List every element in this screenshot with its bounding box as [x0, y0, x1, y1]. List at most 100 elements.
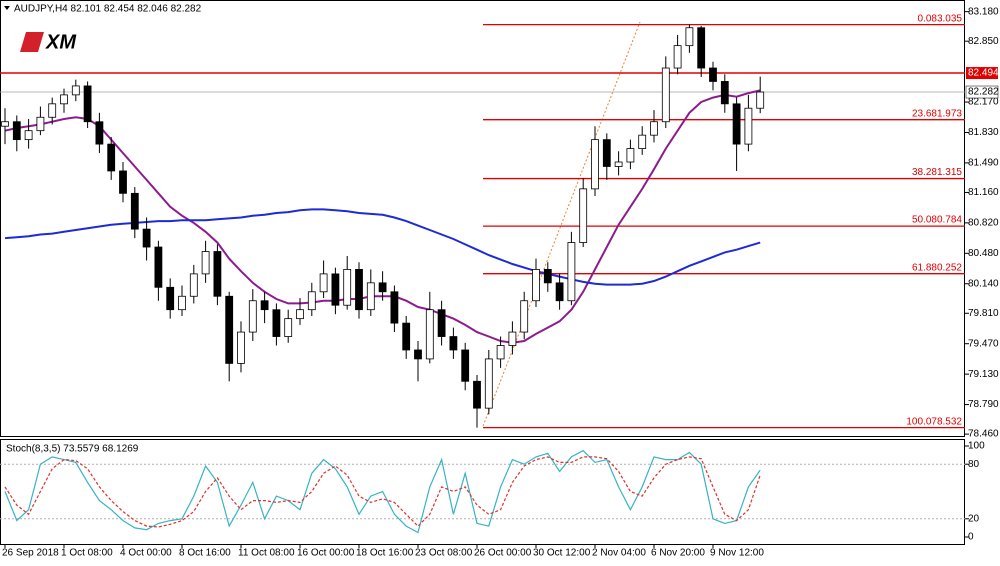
y-tick-label: 82.170 [968, 97, 999, 108]
fib-label: 38.281.315 [912, 167, 962, 178]
y-tick-label: 79.470 [968, 338, 999, 349]
candle-body [473, 380, 481, 409]
candle-body [673, 45, 682, 69]
candle-body [484, 358, 493, 409]
title-arrow [4, 6, 10, 10]
candle-body [638, 134, 647, 149]
y-tick-label: 80.140 [968, 278, 999, 289]
candle-body [543, 269, 552, 284]
candle-body [602, 139, 611, 167]
logo-mark [20, 32, 44, 52]
candle-body [437, 309, 446, 337]
candle-body [425, 309, 434, 360]
candle-body [685, 27, 694, 47]
y-tick-label: 80 [968, 459, 980, 470]
candle-body [284, 318, 293, 337]
candle-body [201, 251, 210, 275]
y-tick-label: 81.490 [968, 158, 999, 169]
candle-body [24, 130, 33, 141]
y-tick-label: 78.460 [968, 429, 999, 440]
candle-body [355, 269, 363, 311]
price-panel [0, 0, 965, 437]
y-tick-label: 100 [968, 441, 985, 452]
logo-text: XM [45, 31, 77, 53]
candle-body [319, 273, 328, 293]
candle-body [154, 246, 163, 288]
x-tick-label: 23 Oct 08:00 [415, 548, 473, 559]
y-tick-label: 78.790 [968, 399, 999, 410]
x-tick-label: 30 Oct 12:00 [533, 548, 591, 559]
candle-body [732, 103, 741, 145]
candle-body [532, 269, 540, 302]
candle-body [107, 143, 116, 172]
candle-body [720, 81, 729, 105]
chart-title: AUDJPY,H4 82.101 82.454 82.046 82.282 [14, 4, 202, 15]
candle-body [296, 309, 304, 320]
y-tick-label: 82.850 [968, 36, 999, 47]
x-tick-label: 8 Oct 16:00 [179, 548, 231, 559]
candle-body [520, 300, 529, 333]
y-tick-label: 0 [968, 532, 974, 543]
candle-body [591, 139, 599, 190]
candle-body [48, 103, 57, 118]
fib-label: 61.880.252 [912, 262, 962, 273]
candle-body [378, 282, 387, 293]
price-label: 82.494 [968, 68, 999, 79]
x-tick-label: 1 Oct 08:00 [61, 548, 113, 559]
candle-body [36, 116, 45, 132]
candle-body [366, 282, 375, 311]
candle-body [414, 349, 422, 360]
x-tick-label: 18 Oct 16:00 [356, 548, 414, 559]
fib-label: 0.083.035 [918, 13, 963, 24]
candle-body [661, 67, 670, 123]
candle-body [614, 161, 623, 167]
candle-body [95, 121, 104, 145]
candle-body [142, 228, 151, 248]
x-tick-label: 6 Nov 20:00 [651, 548, 705, 559]
x-tick-label: 16 Oct 00:00 [297, 548, 355, 559]
candle-body [248, 300, 257, 333]
logo: XM [20, 31, 77, 53]
candle-body [579, 188, 588, 243]
y-tick-label: 79.810 [968, 308, 999, 319]
y-tick-label: 80.820 [968, 218, 999, 229]
candle-body [496, 345, 505, 360]
fib-label: 23.681.973 [912, 108, 962, 119]
x-tick-label: 11 Oct 08:00 [238, 548, 295, 559]
x-tick-label: 2 Nov 04:00 [592, 548, 646, 559]
y-tick-label: 81.830 [968, 127, 999, 138]
candle-body [213, 251, 222, 297]
price-label-box [966, 67, 998, 80]
y-tick-label: 83.180 [968, 6, 999, 17]
candle-body [12, 121, 21, 141]
candle-body [567, 242, 576, 302]
candle-body [189, 273, 198, 297]
candle-body [555, 282, 564, 302]
candle-body [650, 121, 658, 136]
y-tick-label: 81.160 [968, 187, 999, 198]
candle-body [331, 273, 340, 306]
x-tick-label: 9 Nov 12:00 [710, 548, 764, 559]
candle-body [225, 295, 234, 364]
candle-body [166, 286, 175, 311]
x-tick-label: 26 Sep 2018 [2, 548, 59, 559]
candle-body [71, 85, 80, 96]
candle-body [119, 170, 127, 194]
candle-body [130, 192, 139, 230]
y-tick-label: 80.480 [968, 248, 999, 259]
candle-body [744, 107, 753, 145]
candle-body [272, 309, 281, 337]
x-tick-label: 4 Oct 00:00 [120, 548, 172, 559]
price-label-box [965, 85, 999, 99]
x-tick-label: 26 Oct 00:00 [474, 548, 532, 559]
stoch-line [4, 456, 761, 528]
price-label: 82.282 [968, 87, 999, 98]
fib-label: 50.080.784 [912, 215, 962, 226]
y-tick-label: 79.130 [968, 369, 999, 380]
candle-body [508, 331, 517, 346]
fib-label: 100.078.532 [906, 416, 962, 427]
candle-body [697, 27, 706, 69]
stoch-title: Stoch(8,3,5) 73.5579 68.1269 [6, 444, 139, 455]
